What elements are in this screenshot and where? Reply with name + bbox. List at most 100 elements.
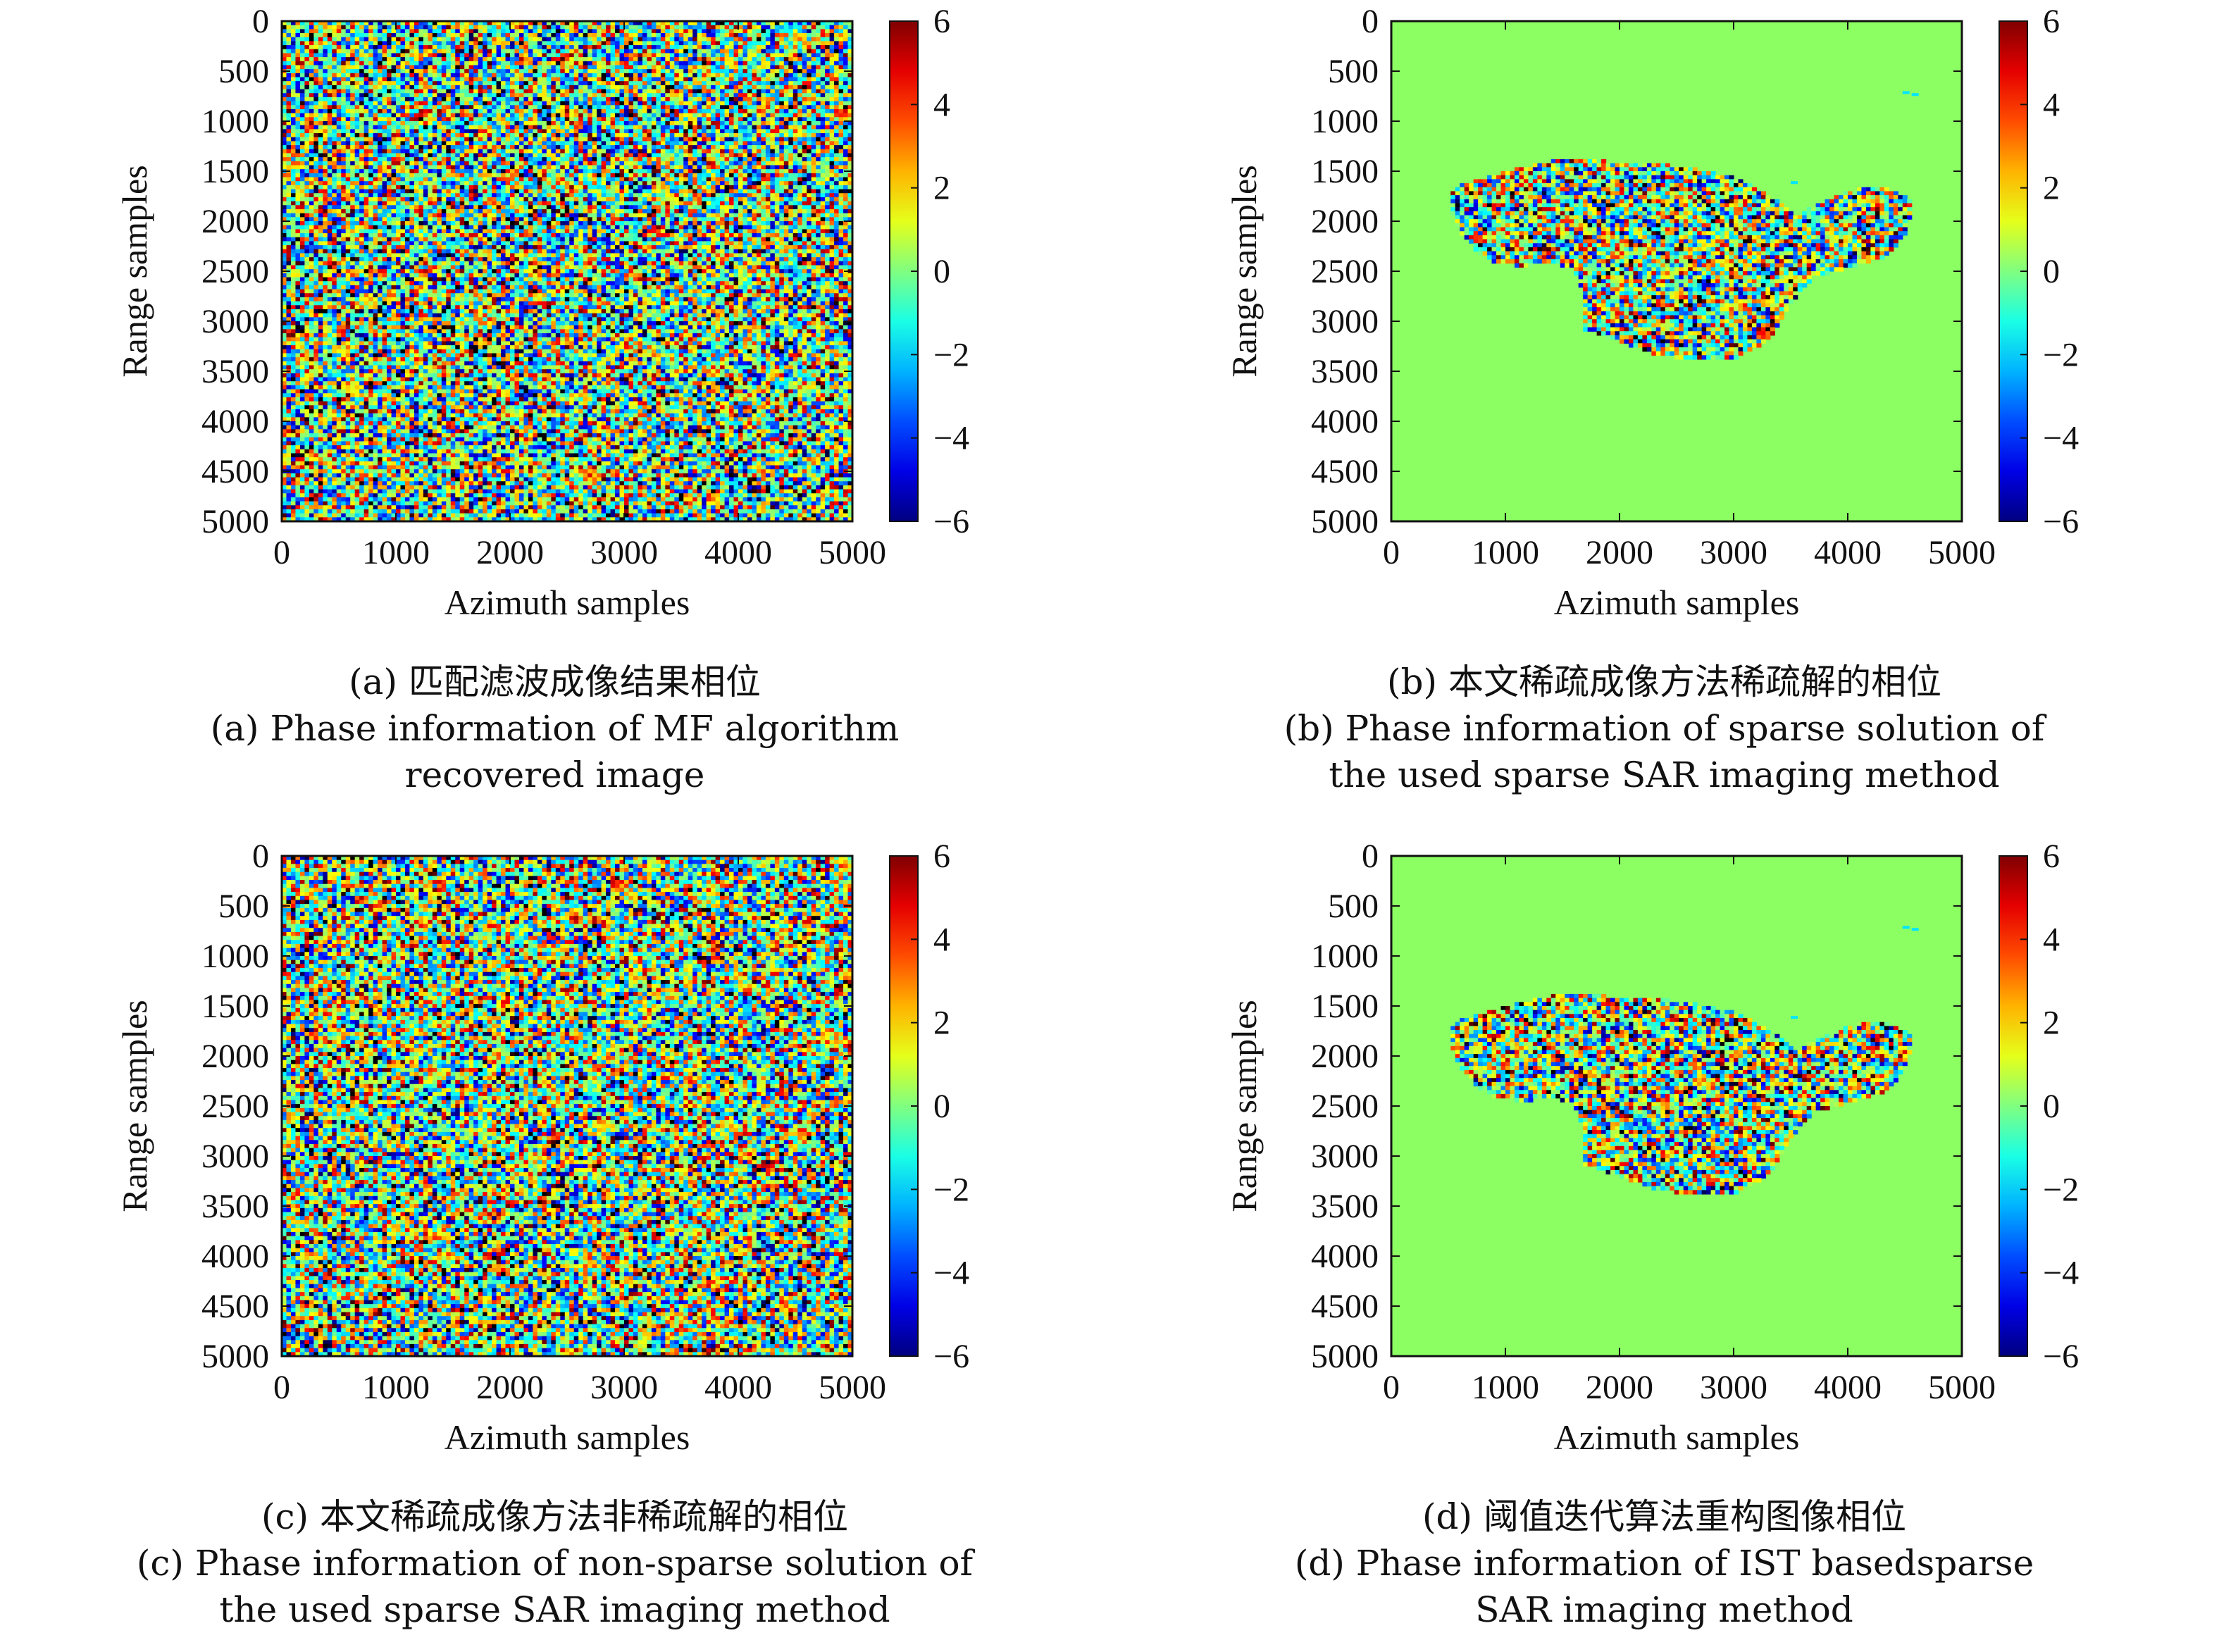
phase-cell xyxy=(592,125,597,130)
phase-cell xyxy=(478,113,483,118)
phase-cell xyxy=(807,33,812,38)
phase-cell xyxy=(468,157,474,162)
phase-cell xyxy=(642,137,647,142)
phase-cell xyxy=(290,89,297,94)
phase-cell xyxy=(702,89,707,94)
phase-cell xyxy=(400,133,406,138)
phase-cell xyxy=(638,41,643,46)
phase-cell xyxy=(295,85,301,90)
phase-cell xyxy=(619,121,625,126)
phase-cell xyxy=(633,49,639,54)
phase-cell xyxy=(578,101,584,106)
phase-cell xyxy=(327,53,332,58)
phase-cell xyxy=(505,161,511,166)
phase-cell xyxy=(601,165,607,170)
phase-cell xyxy=(555,57,561,62)
phase-cell xyxy=(601,61,607,66)
phase-cell xyxy=(783,97,789,102)
phase-cell xyxy=(783,117,789,122)
phase-cell xyxy=(802,45,807,50)
phase-cell xyxy=(441,57,447,62)
phase-cell xyxy=(678,45,684,50)
phase-cell xyxy=(341,25,347,30)
phase-cell xyxy=(368,108,374,114)
phase-cell xyxy=(518,45,525,50)
phase-cell xyxy=(282,113,287,118)
phase-cell xyxy=(537,129,542,134)
phase-cell xyxy=(615,93,621,98)
phase-cell xyxy=(391,49,397,54)
phase-cell xyxy=(619,21,625,26)
phase-cell xyxy=(847,145,853,150)
phase-cell xyxy=(573,137,579,142)
phase-cell xyxy=(761,169,766,174)
phase-cell xyxy=(533,145,538,150)
phase-cell xyxy=(624,57,630,62)
phase-cell xyxy=(678,177,684,182)
phase-cell xyxy=(313,125,319,130)
phase-cell xyxy=(697,33,702,38)
phase-cell xyxy=(464,65,470,70)
phase-cell xyxy=(309,165,314,170)
phase-cell xyxy=(373,173,378,178)
phase-cell xyxy=(496,89,502,94)
phase-cell xyxy=(797,57,803,62)
phase-cell xyxy=(720,137,726,142)
phase-cell xyxy=(843,21,849,26)
phase-cell xyxy=(295,177,301,182)
phase-cell xyxy=(697,149,702,154)
phase-cell xyxy=(313,129,319,134)
phase-cell xyxy=(318,141,323,146)
phase-cell xyxy=(610,141,616,146)
phase-cell xyxy=(546,153,552,158)
phase-cell xyxy=(811,117,816,122)
phase-cell xyxy=(414,57,419,62)
phase-cell xyxy=(588,161,593,166)
phase-cell xyxy=(478,29,483,34)
phase-cell xyxy=(428,141,433,146)
phase-cell xyxy=(537,89,542,94)
phase-cell xyxy=(327,57,332,62)
phase-cell xyxy=(628,129,634,134)
phase-cell xyxy=(779,153,785,158)
phase-cell xyxy=(811,145,816,150)
phase-cell xyxy=(560,61,566,66)
phase-cell xyxy=(688,129,693,134)
phase-cell xyxy=(783,141,789,146)
phase-cell xyxy=(505,149,511,154)
phase-cell xyxy=(638,108,643,114)
phase-cell xyxy=(647,57,652,62)
phase-cell xyxy=(282,61,287,66)
phase-cell xyxy=(738,25,744,30)
phase-cell xyxy=(843,101,849,106)
phase-cell xyxy=(350,85,356,90)
phase-cell xyxy=(683,157,689,162)
phase-cell xyxy=(332,65,337,70)
phase-cell xyxy=(423,173,428,178)
phase-cell xyxy=(341,113,347,118)
phase-cell xyxy=(610,161,616,166)
phase-cell xyxy=(788,105,794,110)
phase-cell xyxy=(418,137,424,142)
phase-cell xyxy=(770,141,776,146)
phase-cell xyxy=(578,165,584,170)
phase-cell xyxy=(610,77,616,82)
phase-cell xyxy=(624,108,630,114)
phase-cell xyxy=(774,25,780,30)
phase-cell xyxy=(546,177,552,182)
phase-cell xyxy=(583,101,588,106)
phase-cell xyxy=(829,21,835,26)
phase-cell xyxy=(651,101,657,106)
phase-cell xyxy=(774,65,780,70)
phase-cell xyxy=(432,125,437,130)
phase-cell xyxy=(464,77,470,82)
phase-cell xyxy=(683,137,689,142)
phase-cell xyxy=(802,37,807,42)
phase-cell xyxy=(711,41,716,46)
phase-cell xyxy=(327,97,332,102)
phase-cell xyxy=(478,21,483,26)
phase-cell xyxy=(345,177,351,182)
phase-cell xyxy=(638,121,643,126)
phase-cell xyxy=(396,161,402,166)
phase-cell xyxy=(692,65,698,70)
